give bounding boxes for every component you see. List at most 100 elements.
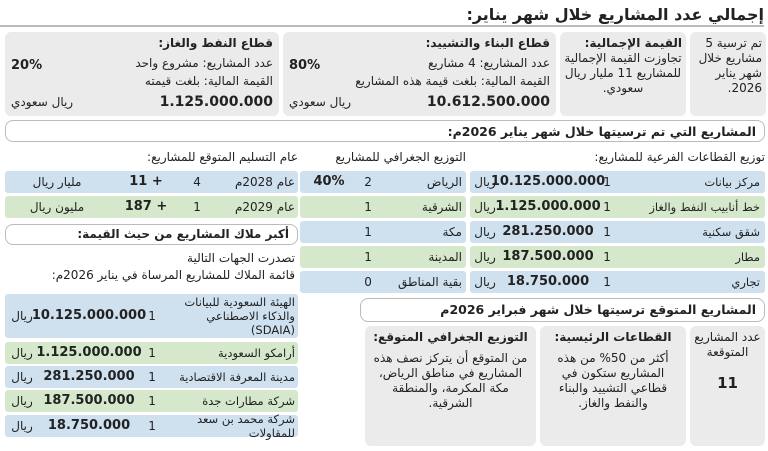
project-value: 187.500.000: [43, 393, 135, 408]
count-text: عدد المشاريع: 4 مشاريع: [427, 56, 550, 70]
table-row: مكة 1: [300, 221, 466, 243]
delivery-year: عام 2029م: [234, 200, 295, 214]
sectors-box: القطاعات الرئيسية: أكثر من 50% من هذه ال…: [540, 326, 686, 446]
project-value: 18.750.000: [47, 418, 131, 433]
currency: ريال: [474, 200, 496, 214]
currency: ريال: [474, 175, 496, 189]
delivery-unit: مليون ريال: [29, 200, 85, 214]
table-row: مطار 1 187.500.000 ريال: [470, 246, 765, 268]
region-name: مكة: [442, 225, 463, 239]
project-value: 1.125.000.000: [36, 345, 142, 360]
currency: ريال: [474, 275, 496, 289]
share: 80%: [289, 58, 321, 73]
value-text: القيمة المالية: بلغت قيمته: [144, 74, 273, 88]
forecast-count: 11: [717, 374, 738, 392]
subsector-name: مركز بيانات: [704, 175, 760, 189]
project-count: 1: [148, 419, 156, 433]
project-value: 1.125.000.000: [495, 199, 601, 214]
table-row: عام 2029م 1 + 187 مليون ريال: [5, 196, 298, 218]
project-count: 1: [148, 346, 156, 360]
box-text: تجاوزت القيمة الإجمالية للمشاريع 11 مليا…: [564, 51, 682, 95]
project-count: 1: [148, 394, 156, 408]
owners-header: أكبر ملاك المشاريع من حيث القيمة:: [5, 224, 298, 245]
box-title: القطاعات الرئيسية:: [554, 330, 672, 344]
intro-line: تصدرت الجهات التالية: [187, 251, 295, 265]
amount: 10.612.500.000: [426, 94, 550, 110]
currency: ريال: [11, 346, 33, 360]
project-count: 1: [193, 200, 201, 214]
currency: ريال: [11, 394, 33, 408]
region-name: بقية المناطق: [397, 275, 462, 289]
currency: ريال: [474, 250, 496, 264]
table-row: أرامكو السعودية 1 1.125.000.000 ريال: [5, 342, 298, 364]
project-count: 0: [364, 275, 372, 289]
share: 20%: [11, 58, 43, 73]
table-row: شركة محمد بن سعد للمقاولات 1 18.750.000 ريا…: [5, 412, 298, 440]
total-box: تم ترسية 5 مشاريع خلال شهر يناير 2026.: [690, 32, 766, 116]
project-count: 1: [364, 225, 372, 239]
project-count: 1: [603, 175, 611, 189]
project-count: 1: [603, 250, 611, 264]
project-count: 1: [148, 309, 156, 323]
currency: ريال: [11, 419, 33, 433]
project-count: 1: [603, 200, 611, 214]
table-title: التوزيع الجغرافي للمشاريع: [335, 150, 466, 164]
table-row: تجاري 1 18.750.000 ريال: [470, 271, 765, 293]
project-value: 10.125.000.000: [31, 308, 147, 323]
count-text: عدد المشاريع: مشروع واحد: [135, 56, 273, 70]
table-row: الشرقية 1: [300, 196, 466, 218]
delivery-year: عام 2028م: [234, 175, 295, 189]
table-row: خط أنابيب النفط والغاز 1 1.125.000.000 ريال: [470, 196, 765, 218]
project-value: 18.750.000: [506, 274, 590, 289]
currency: ريال: [11, 309, 33, 323]
table-row: عام 2028م 4 + 11 مليار ريال: [5, 171, 298, 193]
delivery-unit: مليار ريال: [32, 175, 82, 189]
box-title: قطاع النفط والغاز:: [158, 36, 273, 50]
owner-name: الهيئة السعودية للبيانات والذكاء الاصطنا…: [184, 295, 295, 337]
table-row: بقية المناطق 0: [300, 271, 466, 293]
owner-name: أرامكو السعودية: [218, 346, 295, 360]
region-share: 40%: [313, 174, 345, 189]
table-row: شركة مطارات جدة 1 187.500.000 ريال: [5, 390, 298, 412]
project-count: 1: [364, 200, 372, 214]
project-count: 1: [603, 225, 611, 239]
owner-name: شركة محمد بن سعد للمقاولات: [196, 412, 295, 440]
box-title: عدد المشاريع المتوقعة: [694, 330, 761, 359]
project-value: 281.250.000: [43, 369, 135, 384]
box-text: أكثر من 50% من هذه المشاريع ستكون في قطا…: [557, 351, 669, 410]
intro-line: قائمة الملاك للمشاريع المرساة في يناير 2…: [51, 268, 295, 282]
table-row: المدينة 1: [300, 246, 466, 268]
oil-gas-box: قطاع النفط والغاز: عدد المشاريع: مشروع و…: [5, 32, 279, 116]
project-value: 187.500.000: [502, 249, 594, 264]
project-count: 4: [193, 175, 201, 189]
currency: ريال سعودي: [289, 95, 352, 109]
project-count: 1: [148, 370, 156, 384]
project-count: 1: [364, 250, 372, 264]
region-name: الرياض: [426, 175, 462, 189]
subsector-name: خط أنابيب النفط والغاز: [649, 200, 760, 214]
table-row: شقق سكنية 1 281.250.000 ريال: [470, 221, 765, 243]
box-title: قطاع البناء والتشييد:: [425, 36, 550, 50]
project-value: 281.250.000: [502, 224, 594, 239]
currency: ريال سعودي: [11, 95, 74, 109]
subsector-name: تجاري: [731, 275, 760, 289]
box-text: من المتوقع أن يتركز نصف هذه المشاريع في …: [373, 351, 528, 410]
delivery-value: + 11: [129, 174, 163, 189]
total-value-box: القيمة الإجمالية: تجاوزت القيمة الإجمالي…: [560, 32, 686, 116]
box-title: القيمة الإجمالية:: [584, 36, 682, 50]
subsector-name: مطار: [735, 250, 760, 264]
forecast-count-box: عدد المشاريع المتوقعة 11: [690, 326, 765, 446]
amount: 1.125.000.000: [159, 94, 273, 110]
subsector-name: شقق سكنية: [702, 225, 760, 239]
region-name: المدينة: [428, 250, 462, 264]
project-count: 1: [603, 275, 611, 289]
table-row: الهيئة السعودية للبيانات والذكاء الاصطنا…: [5, 294, 298, 338]
title: إجمالي عدد المشاريع خلال شهر يناير:: [0, 3, 764, 27]
regions-box: التوزيع الجغرافي المتوقع: من المتوقع أن …: [365, 326, 536, 446]
region-name: الشرقية: [421, 200, 462, 214]
value-text: القيمة المالية: بلغت قيمة هذه المشاريع: [355, 74, 550, 88]
owner-name: شركة مطارات جدة: [202, 394, 295, 408]
owner-name: مدينة المعرفة الاقتصادية: [179, 370, 295, 384]
